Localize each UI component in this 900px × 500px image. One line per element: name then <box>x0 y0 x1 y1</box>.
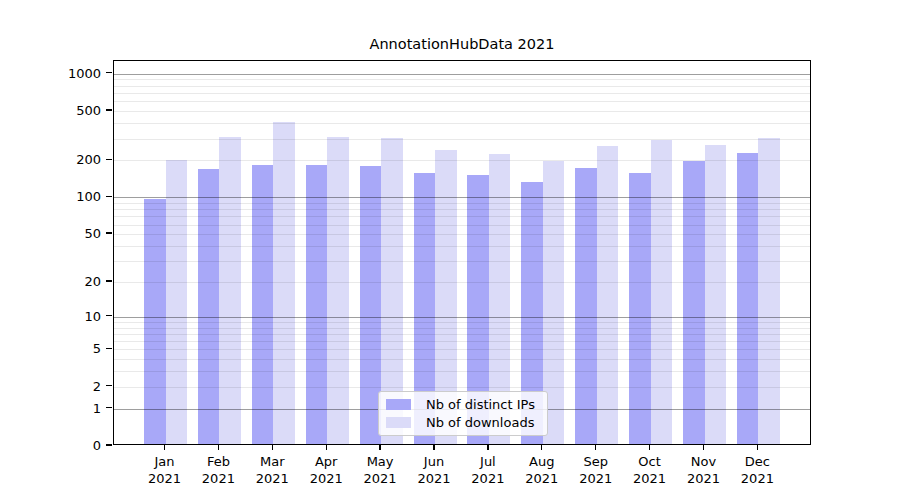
x-tick-label-jul: Jul2021 <box>471 453 504 487</box>
x-tick-oct <box>649 445 650 450</box>
x-tick-label-feb: Feb2021 <box>202 453 235 487</box>
x-tick-jan <box>164 445 165 450</box>
y-tick-label-1: 1 <box>20 400 101 415</box>
bar-oct-distinct-ips <box>629 173 651 444</box>
gridline-2 <box>114 387 810 388</box>
gridline-5 <box>114 349 810 350</box>
legend-entry-downloads: Nb of downloads <box>386 415 535 430</box>
y-tick-20 <box>106 280 112 281</box>
gridline-200 <box>114 160 810 161</box>
legend-label-distinct-ips: Nb of distinct IPs <box>426 397 535 412</box>
gridline-20 <box>114 282 810 283</box>
y-tick-50 <box>106 232 112 233</box>
bar-nov-downloads <box>705 145 727 444</box>
plot-area <box>113 60 811 445</box>
x-tick-label-may: May2021 <box>364 453 397 487</box>
x-tick-may <box>379 445 380 450</box>
x-tick-label-jun: Jun2021 <box>417 453 450 487</box>
y-tick-1 <box>106 407 112 408</box>
gridline-70 <box>114 216 810 217</box>
gridline-3 <box>114 371 810 372</box>
y-tick-500 <box>106 109 112 110</box>
gridline-7 <box>114 334 810 335</box>
y-tick-1000 <box>106 72 112 73</box>
gridline-60 <box>114 225 810 226</box>
x-tick-label-jan: Jan2021 <box>148 453 181 487</box>
gridline-700 <box>114 93 810 94</box>
y-tick-label-1000: 1000 <box>20 65 101 80</box>
y-tick-label-5: 5 <box>20 341 101 356</box>
x-tick-label-sep: Sep2021 <box>579 453 612 487</box>
bar-oct-downloads <box>651 140 673 444</box>
gridline-300 <box>114 139 810 140</box>
gridline-900 <box>114 79 810 80</box>
gridline-100 <box>114 197 810 198</box>
gridline-6 <box>114 341 810 342</box>
x-tick-label-aug: Aug2021 <box>525 453 558 487</box>
bar-feb-downloads <box>219 137 241 444</box>
y-tick-label-0: 0 <box>20 438 101 453</box>
y-tick-10 <box>106 315 112 316</box>
bar-apr-downloads <box>327 137 349 444</box>
chart-title: AnnotationHubData 2021 <box>113 36 811 52</box>
bar-dec-downloads <box>758 138 780 444</box>
gridline-4 <box>114 359 810 360</box>
gridline-800 <box>114 86 810 87</box>
gridline-30 <box>114 261 810 262</box>
legend-swatch-downloads <box>386 417 411 428</box>
gridline-9 <box>114 322 810 323</box>
bar-apr-distinct-ips <box>306 165 328 444</box>
x-tick-dec <box>757 445 758 450</box>
y-tick-5 <box>106 348 112 349</box>
gridline-600 <box>114 101 810 102</box>
gridline-80 <box>114 209 810 210</box>
y-tick-2 <box>106 385 112 386</box>
y-tick-label-200: 200 <box>20 152 101 167</box>
y-tick-label-2: 2 <box>20 378 101 393</box>
gridline-500 <box>114 111 810 112</box>
legend: Nb of distinct IPs Nb of downloads <box>378 391 548 436</box>
y-tick-label-50: 50 <box>20 226 101 241</box>
x-tick-label-nov: Nov2021 <box>687 453 720 487</box>
gridline-8 <box>114 328 810 329</box>
x-tick-label-apr: Apr2021 <box>310 453 343 487</box>
gridline-400 <box>114 123 810 124</box>
x-tick-jul <box>487 445 488 450</box>
gridline-1000 <box>114 74 810 75</box>
y-tick-label-500: 500 <box>20 103 101 118</box>
x-tick-mar <box>272 445 273 450</box>
bar-feb-distinct-ips <box>198 169 220 444</box>
x-tick-label-dec: Dec2021 <box>741 453 774 487</box>
x-tick-apr <box>326 445 327 450</box>
y-tick-200 <box>106 159 112 160</box>
gridline-90 <box>114 203 810 204</box>
x-tick-nov <box>703 445 704 450</box>
bar-mar-distinct-ips <box>252 165 274 444</box>
legend-label-downloads: Nb of downloads <box>426 415 534 430</box>
y-tick-label-20: 20 <box>20 273 101 288</box>
legend-swatch-distinct-ips <box>386 399 411 410</box>
y-tick-100 <box>106 196 112 197</box>
y-tick-label-10: 10 <box>20 308 101 323</box>
x-tick-sep <box>595 445 596 450</box>
gridline-10 <box>114 317 810 318</box>
x-tick-feb <box>218 445 219 450</box>
x-tick-label-oct: Oct2021 <box>633 453 666 487</box>
x-tick-label-mar: Mar2021 <box>256 453 289 487</box>
x-tick-jun <box>433 445 434 450</box>
bar-sep-downloads <box>597 146 619 444</box>
y-tick-label-100: 100 <box>20 189 101 204</box>
figure: AnnotationHubData 2021 0 1 2 5 10 20 50 100 200 5… <box>0 0 900 500</box>
x-tick-aug <box>541 445 542 450</box>
gridline-50 <box>114 234 810 235</box>
y-tick-0 <box>106 444 112 445</box>
gridline-40 <box>114 246 810 247</box>
legend-entry-distinct-ips: Nb of distinct IPs <box>386 397 535 412</box>
